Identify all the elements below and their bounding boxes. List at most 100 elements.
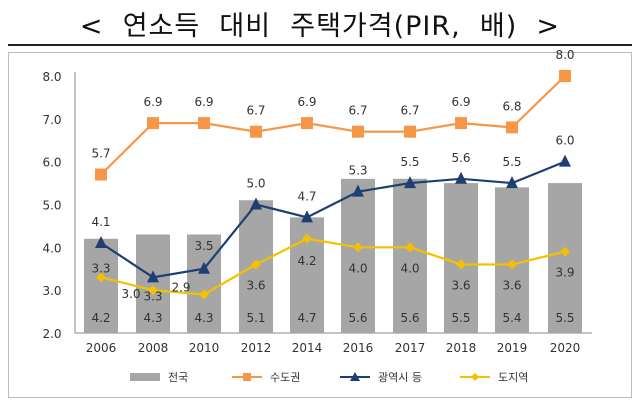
metro-marker <box>301 210 313 223</box>
capital-line <box>100 75 566 176</box>
province-marker <box>507 259 517 270</box>
capital-marker <box>301 117 313 130</box>
province-label: 2.9 <box>171 280 190 294</box>
chart-frame <box>8 52 632 398</box>
bar-national <box>393 178 427 333</box>
capital-marker <box>455 117 467 130</box>
metro-label: 4.7 <box>297 189 316 203</box>
bar-national <box>136 234 170 333</box>
metro-line <box>100 160 566 279</box>
capital-marker <box>250 125 262 138</box>
capital-label: 6.7 <box>246 104 265 118</box>
province-marker <box>199 289 209 300</box>
capital-label: 6.7 <box>348 104 367 118</box>
metro-marker <box>147 270 159 283</box>
capital-label: 6.9 <box>143 95 162 109</box>
bar-label: 4.3 <box>194 311 213 325</box>
y-tick-label: 3.0 <box>42 284 61 298</box>
province-marker <box>353 242 363 253</box>
x-tick-label: 2016 <box>343 341 374 355</box>
province-label: 3.6 <box>246 278 265 292</box>
capital-label: 8.0 <box>555 48 574 62</box>
bar-national <box>84 238 118 333</box>
capital-label: 6.9 <box>297 95 316 109</box>
x-tick-label: 2010 <box>189 341 220 355</box>
capital-label: 6.9 <box>194 95 213 109</box>
capital-marker <box>198 117 210 130</box>
province-label: 4.0 <box>348 261 367 275</box>
capital-label: 6.7 <box>400 104 419 118</box>
bar-label: 5.4 <box>502 311 521 325</box>
bar-national <box>187 234 221 333</box>
legend-national-label: 전국 <box>168 371 188 384</box>
province-label: 3.6 <box>502 278 521 292</box>
chart-title: < 연소득 대비 주택가격(PIR, 배) > <box>79 11 561 42</box>
province-label: 4.0 <box>400 261 419 275</box>
metro-marker <box>352 184 364 197</box>
province-marker <box>456 259 466 270</box>
capital-marker <box>352 125 364 138</box>
y-tick-label: 2.0 <box>42 327 61 341</box>
y-tick-label: 6.0 <box>42 156 61 170</box>
metro-marker <box>559 154 571 167</box>
metro-label: 6.0 <box>555 134 574 148</box>
metro-marker <box>404 176 416 189</box>
x-tick-label: 2019 <box>497 341 528 355</box>
x-tick-label: 2020 <box>550 341 581 355</box>
capital-marker <box>506 121 518 134</box>
metro-label: 3.3 <box>143 289 162 303</box>
province-label: 4.2 <box>297 254 316 268</box>
legend-capital-label: 수도권 <box>270 371 300 384</box>
metro-label: 5.0 <box>246 177 265 191</box>
metro-label: 3.5 <box>194 239 213 253</box>
province-line <box>100 237 566 296</box>
x-tick-label: 2018 <box>446 341 477 355</box>
metro-label: 5.5 <box>502 155 521 169</box>
x-tick-label: 2006 <box>86 341 117 355</box>
legend-capital-marker <box>243 373 251 381</box>
capital-marker <box>147 117 159 130</box>
bar-label: 4.3 <box>143 311 162 325</box>
y-tick-label: 8.0 <box>42 70 61 84</box>
capital-marker <box>404 125 416 138</box>
bar-label: 5.6 <box>400 311 419 325</box>
bar-label: 4.7 <box>297 311 316 325</box>
bar-label: 5.6 <box>348 311 367 325</box>
province-marker <box>302 233 312 244</box>
metro-label: 5.6 <box>451 151 470 165</box>
legend-metro-label: 광역시 등 <box>378 371 422 384</box>
province-marker <box>148 285 158 296</box>
capital-label: 5.7 <box>91 147 110 161</box>
bar-label: 5.5 <box>451 311 470 325</box>
province-marker <box>560 246 570 257</box>
y-tick-label: 5.0 <box>42 199 61 213</box>
legend-national-swatch <box>130 373 160 381</box>
province-label: 3.6 <box>451 278 470 292</box>
bar-label: 5.1 <box>246 311 265 325</box>
metro-marker <box>198 261 210 274</box>
capital-label: 6.8 <box>502 99 521 113</box>
province-label: 3.9 <box>555 266 574 280</box>
metro-marker <box>95 236 107 249</box>
x-tick-label: 2008 <box>138 341 169 355</box>
y-tick-label: 4.0 <box>42 241 61 255</box>
x-tick-label: 2012 <box>241 341 272 355</box>
bar-label: 4.2 <box>91 311 110 325</box>
capital-label: 6.9 <box>451 95 470 109</box>
bar-national <box>341 178 375 333</box>
metro-marker <box>455 171 467 184</box>
metro-marker <box>250 197 262 210</box>
province-marker <box>405 242 415 253</box>
metro-marker <box>506 176 518 189</box>
province-label: 3.0 <box>121 287 140 301</box>
capital-marker <box>559 70 571 82</box>
metro-label: 4.1 <box>91 215 110 229</box>
bar-national <box>548 183 582 333</box>
x-tick-label: 2017 <box>395 341 426 355</box>
y-tick-label: 7.0 <box>42 113 61 127</box>
province-marker <box>251 259 261 270</box>
legend-province-marker <box>471 373 479 381</box>
legend-province-label: 도지역 <box>498 371 528 384</box>
